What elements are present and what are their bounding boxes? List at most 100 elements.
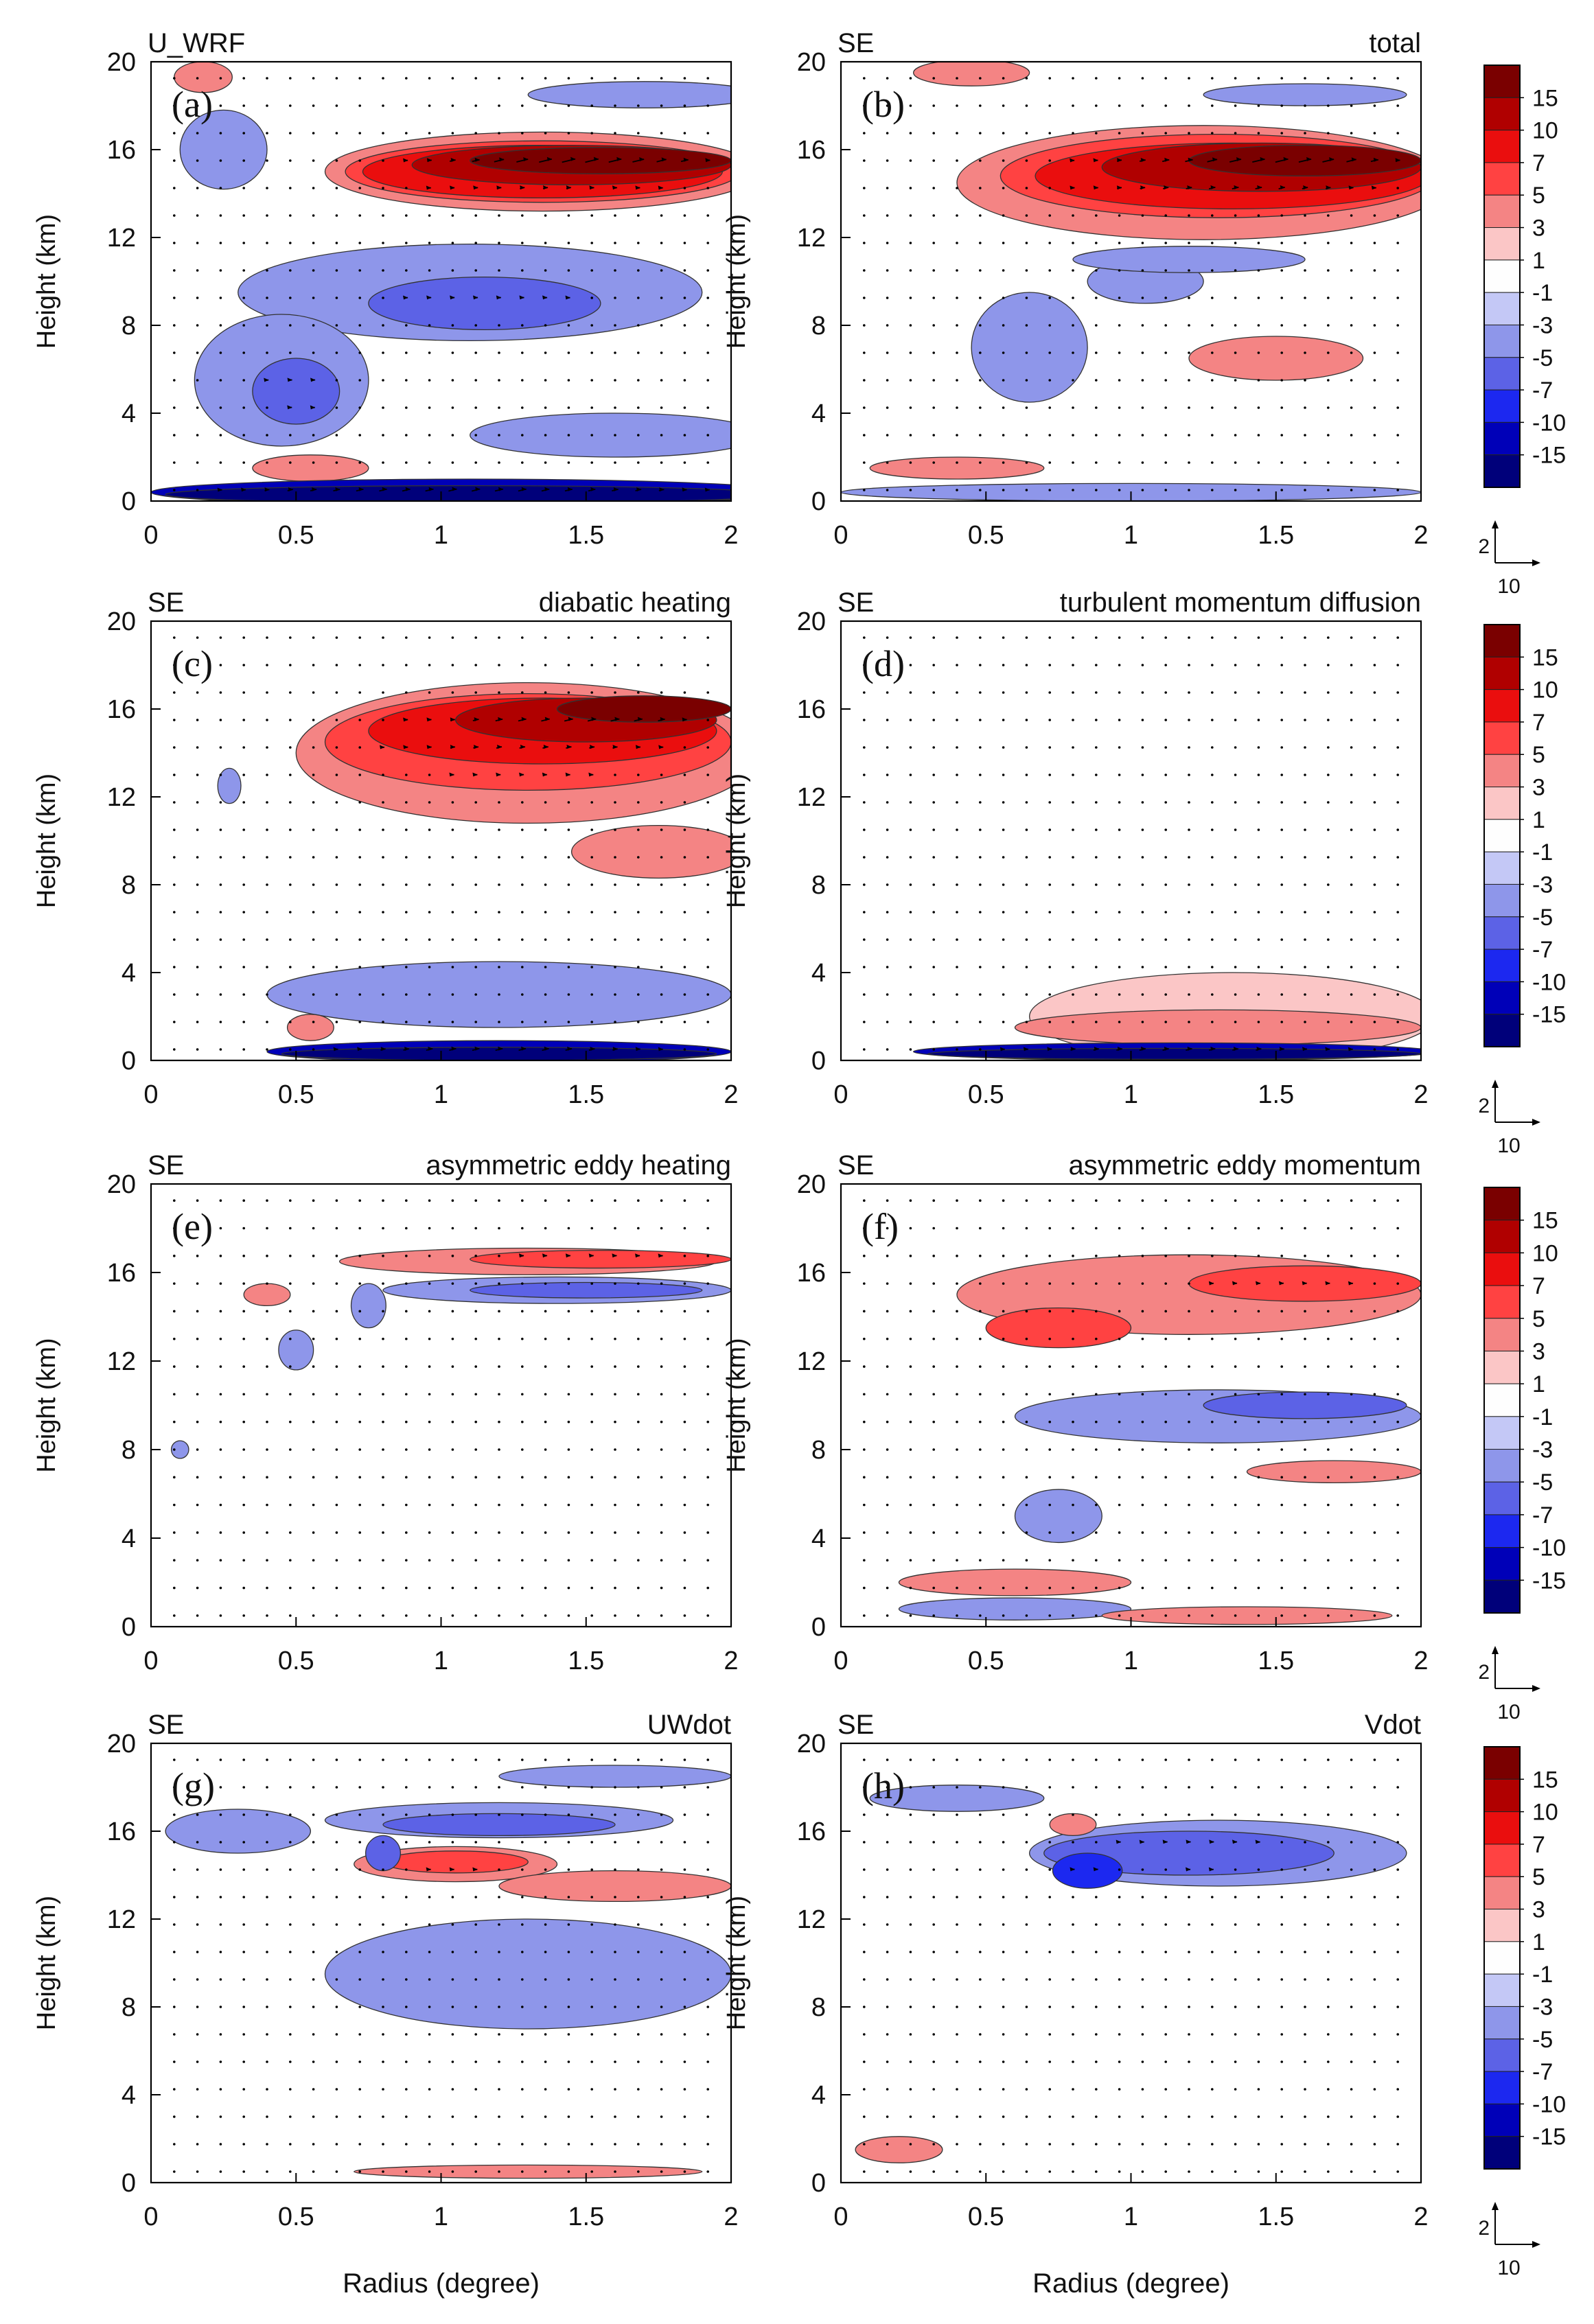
vector-dot	[1304, 489, 1306, 491]
vector-field	[863, 1758, 1399, 2173]
vector-dot	[1072, 2033, 1074, 2036]
vector-dot	[173, 911, 176, 914]
x-tick-label: 0	[143, 521, 158, 550]
vector-dot	[1141, 489, 1144, 491]
vector-dot	[979, 1786, 982, 1789]
vector-dot	[1141, 2143, 1144, 2146]
vector-dot	[1118, 938, 1121, 941]
vector-dot	[1280, 2033, 1283, 2036]
vector-dot	[567, 461, 570, 464]
vector-arrowhead	[542, 772, 547, 777]
vector-dot	[590, 1531, 593, 1534]
vector-dot	[382, 801, 384, 804]
vector-dot	[521, 1503, 524, 1507]
vector-dot	[1095, 489, 1098, 491]
vector-dot	[1373, 1614, 1376, 1617]
vector-dot	[1373, 461, 1376, 464]
vector-dot	[1350, 434, 1353, 437]
vector-dot	[637, 801, 640, 804]
vector-dot	[242, 1255, 246, 1257]
vector-dot	[266, 2115, 268, 2118]
vector-dot	[219, 1813, 222, 1816]
x-tick-label: 0.5	[278, 1647, 314, 1675]
vector-dot	[1002, 214, 1005, 217]
vector-dot	[1257, 966, 1260, 968]
vector-dot	[1164, 1021, 1167, 1023]
vector-dot	[1188, 664, 1190, 666]
vector-dot	[405, 1448, 408, 1451]
vector-dot	[219, 406, 222, 409]
colorbar-swatch	[1483, 787, 1521, 820]
vector-dot	[886, 2143, 889, 2146]
vector-dot	[1072, 1227, 1074, 1230]
vector-dot	[614, 1448, 616, 1451]
vector-arrowhead	[1348, 1047, 1353, 1051]
vector-dot	[289, 1476, 292, 1479]
vector-arrowhead	[473, 295, 478, 300]
vector-dot	[590, 966, 593, 968]
vector-dot	[196, 1841, 199, 1844]
vector-dot	[886, 2088, 889, 2091]
vector-dot	[567, 2115, 570, 2118]
vector-dot	[886, 351, 889, 354]
vector-dot	[956, 2170, 958, 2173]
vector-dot	[706, 2088, 709, 2091]
vector-dot	[405, 2143, 408, 2146]
vector-dot	[498, 856, 500, 859]
vector-dot	[1188, 2088, 1190, 2091]
vector-dot	[863, 1310, 866, 1313]
vector-dot	[266, 801, 268, 804]
vector-dot	[358, 1786, 361, 1789]
vector-dot	[590, 2170, 593, 2173]
vector-dot	[660, 77, 663, 80]
vector-dot	[335, 1310, 338, 1313]
vector-dot	[567, 691, 570, 694]
vector-dot	[979, 2143, 982, 2146]
vector-dot	[405, 1786, 408, 1789]
vector-arrowhead	[1140, 185, 1146, 190]
vector-dot	[544, 1420, 547, 1424]
vector-dot	[1211, 2170, 1214, 2173]
vector-dot	[382, 636, 384, 639]
vector-dot	[1188, 77, 1190, 80]
vector-dot	[863, 1048, 866, 1051]
vector-dot	[1048, 214, 1051, 217]
vector-dot	[498, 1786, 500, 1789]
contour-region	[252, 454, 369, 482]
vector-dot	[1095, 636, 1098, 639]
vector-dot	[1257, 1021, 1260, 1023]
vector-dot	[1072, 1531, 1074, 1534]
vector-dot	[1002, 187, 1005, 189]
vector-dot	[196, 1559, 199, 1562]
vector-dot	[863, 938, 866, 941]
vector-dot	[498, 1337, 500, 1340]
vector-dot	[1002, 2006, 1005, 2008]
vector-dot	[1211, 77, 1214, 80]
vector-dot	[956, 159, 958, 162]
vector-dot	[932, 1559, 935, 1562]
vector-dot	[956, 1476, 958, 1479]
vector-dot	[1327, 1813, 1330, 1816]
y-tick-label: 0	[122, 487, 136, 516]
vector-dot	[312, 324, 315, 327]
vector-dot	[1164, 2115, 1167, 2118]
vector-dot	[521, 1896, 524, 1898]
contour-region	[278, 1329, 314, 1371]
vector-dot	[660, 324, 663, 327]
vector-arrowhead	[521, 1046, 527, 1051]
vector-dot	[1002, 1614, 1005, 1617]
vector-dot	[1164, 1420, 1167, 1424]
vector-dot	[405, 434, 408, 437]
vector-dot	[405, 351, 408, 354]
vector-dot	[1257, 1758, 1260, 1761]
vector-dot	[979, 297, 982, 299]
vector-dot	[521, 242, 524, 244]
vector-dot	[1350, 2143, 1353, 2146]
vector-dot	[451, 269, 454, 272]
vector-dot	[219, 379, 222, 382]
vector-dot	[1350, 746, 1353, 749]
vector-dot	[173, 719, 176, 721]
